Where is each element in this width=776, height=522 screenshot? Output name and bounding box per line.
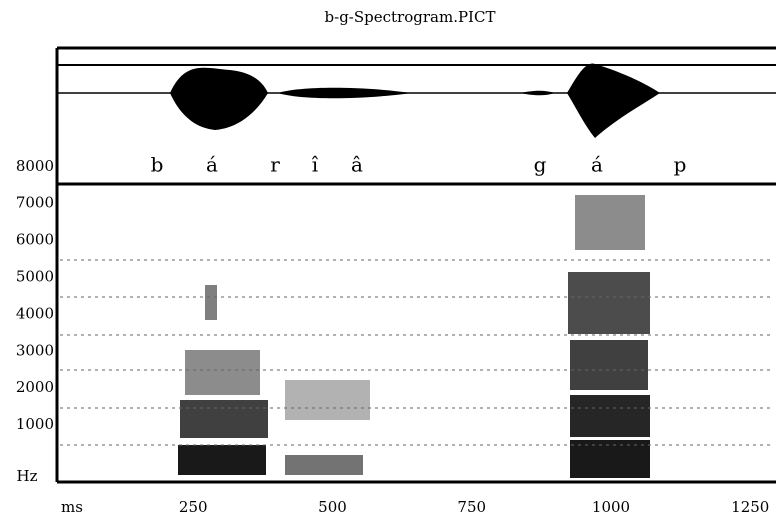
spectrogram [60, 195, 770, 478]
title: b-g-Spectrogram.PICT [325, 8, 496, 26]
phoneme-label: â [351, 153, 363, 177]
y-tick-label: 5000 [16, 268, 54, 286]
phoneme-label: î [312, 153, 319, 177]
y-tick-label: 8000 [16, 157, 54, 175]
phoneme-label: á [206, 153, 218, 177]
phoneme-label: r [270, 153, 280, 177]
y-tick-label: 3000 [16, 341, 54, 359]
y-tick-label: 4000 [16, 304, 54, 322]
phoneme-label: á [591, 153, 603, 177]
waveform [170, 63, 660, 138]
x-tick-label: 750 [457, 498, 486, 516]
y-tick-label: 1000 [16, 415, 54, 433]
x-tick-label: 1000 [592, 498, 630, 516]
x-unit: ms [61, 498, 83, 516]
frame [55, 46, 776, 484]
y-tick-label: 6000 [16, 231, 54, 249]
x-tick-label: 250 [179, 498, 208, 516]
phoneme-label: b [151, 153, 164, 177]
phoneme-label: g [534, 153, 547, 177]
x-tick-label: 1250 [731, 498, 769, 516]
y-tick-label: 7000 [16, 194, 54, 212]
phoneme-label: p [674, 153, 687, 177]
y-tick-label: 2000 [16, 378, 54, 396]
y-unit: Hz [17, 467, 38, 485]
x-tick-label: 500 [318, 498, 347, 516]
